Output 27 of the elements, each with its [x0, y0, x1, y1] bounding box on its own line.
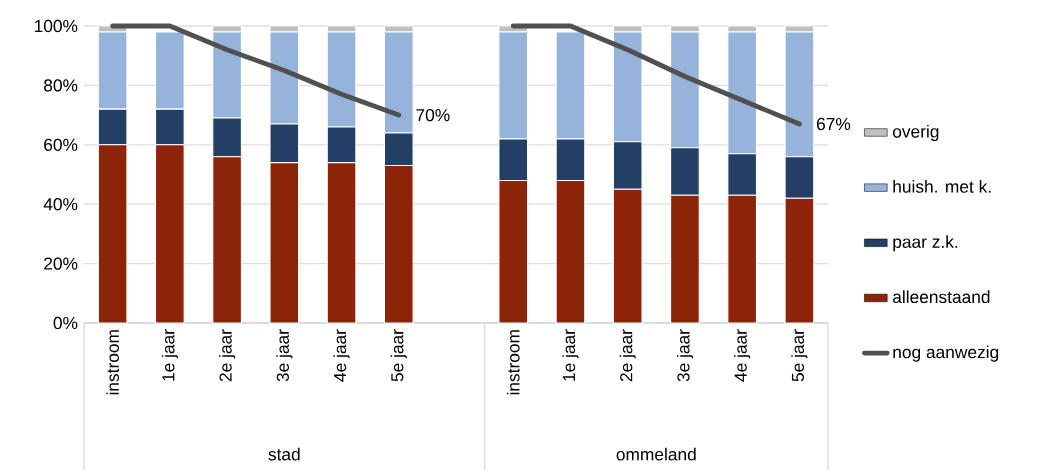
- x-tick-label: 1e jaar: [161, 329, 178, 381]
- y-tick-label: 80%: [44, 79, 78, 92]
- x-tick-label: 4e jaar: [734, 329, 751, 382]
- text: ommeland: [616, 447, 696, 461]
- y-tick-label: 0%: [53, 316, 78, 330]
- x-tick-label: 1e jaar: [562, 329, 579, 381]
- y-tick-label: 40%: [43, 198, 78, 211]
- legend-label: huish. met k.: [893, 180, 991, 193]
- text: stad: [268, 447, 300, 461]
- x-tick-label: 4e jaar: [333, 329, 350, 382]
- legend-label: nog aanwezig: [893, 345, 999, 362]
- legend-label: overig: [892, 124, 939, 142]
- x-tick-label: 3e jaar: [676, 329, 693, 382]
- x-tick-label: 2e jaar: [219, 329, 236, 382]
- x-tick-label: 2e jaar: [619, 329, 636, 382]
- y-tick-label: 60%: [44, 138, 78, 151]
- x-tick-label: 3e jaar: [276, 329, 293, 382]
- x-tick-label: 5e jaar: [791, 329, 808, 382]
- legend-label: alleenstaand: [892, 290, 990, 304]
- y-tick-label: 100%: [34, 19, 78, 33]
- data-label: 67%: [816, 117, 851, 131]
- y-tick-label: 20%: [44, 257, 78, 270]
- x-tick-label: instroom: [506, 330, 520, 395]
- x-tick-label: instroom: [106, 330, 119, 395]
- legend-label: paar z.k.: [893, 235, 958, 252]
- data-label: 70%: [416, 108, 450, 122]
- x-tick-label: 5e jaar: [390, 329, 407, 382]
